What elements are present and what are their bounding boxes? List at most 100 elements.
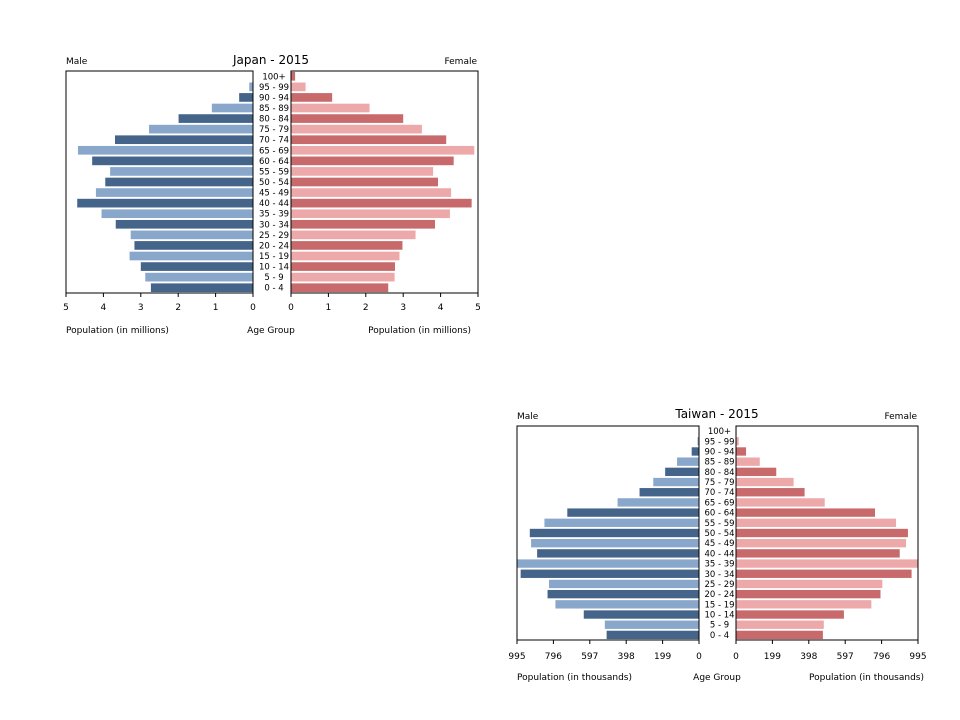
age-group-label: 90 - 94: [704, 447, 734, 457]
male-bar: [520, 569, 699, 578]
female-bar: [736, 457, 760, 466]
age-group-label: 100+: [262, 72, 285, 82]
female-bar: [291, 103, 370, 113]
age-group-label: 0 - 4: [710, 631, 729, 641]
male-bar: [149, 124, 253, 134]
female-bar: [291, 177, 438, 187]
female-bar: [291, 272, 395, 282]
x-tick-label: 398: [800, 652, 817, 662]
x-tick-label: 597: [581, 652, 598, 662]
female-bar: [736, 589, 881, 599]
x-tick-label: 0: [250, 303, 256, 313]
female-bar: [291, 71, 296, 81]
age-group-label: 60 - 64: [704, 509, 734, 519]
male-bar: [105, 177, 254, 187]
male-bar: [677, 457, 699, 466]
age-group-label: 20 - 24: [259, 241, 289, 251]
age-group-label: 95 - 99: [259, 83, 289, 93]
age-group-label: 55 - 59: [259, 167, 289, 177]
male-bar: [115, 219, 253, 229]
age-group-label: 15 - 19: [259, 252, 289, 262]
age-group-label: 35 - 39: [704, 560, 734, 570]
male-bar: [211, 103, 253, 113]
age-group-label: 85 - 89: [704, 458, 734, 468]
age-group-label: 10 - 14: [704, 611, 734, 621]
female-axes-frame: [735, 425, 919, 641]
x-tick-label: 0: [733, 652, 739, 662]
male-side-label: Male: [66, 57, 88, 67]
female-bar: [736, 620, 824, 629]
age-group-label: 70 - 74: [704, 488, 734, 498]
male-bar: [77, 145, 253, 155]
x-axis-label-right: Population (in millions): [368, 326, 471, 336]
age-group-label: 75 - 79: [259, 125, 289, 135]
age-group-label: 45 - 49: [259, 189, 289, 199]
female-bar: [736, 539, 907, 548]
age-group-label: 5 - 9: [710, 621, 729, 631]
x-axis-label-left: Population (in thousands): [517, 673, 632, 683]
male-bar: [555, 600, 699, 609]
age-group-label: 50 - 54: [704, 529, 734, 539]
female-bar: [736, 600, 872, 609]
female-bar: [291, 251, 400, 261]
x-tick-label: 995: [909, 652, 926, 662]
male-bar: [567, 508, 699, 517]
female-side-label: Female: [884, 412, 917, 422]
male-bar: [130, 230, 253, 240]
x-tick-label: 597: [837, 652, 854, 662]
female-bar: [291, 209, 450, 219]
x-tick-label: 199: [764, 652, 781, 662]
x-tick-label: 0: [696, 652, 702, 662]
female-bar: [291, 93, 333, 102]
age-group-label: 35 - 39: [259, 210, 289, 220]
female-axes-frame: [290, 70, 479, 294]
x-tick-label: 1: [326, 303, 332, 313]
female-bar: [291, 156, 454, 166]
male-bar: [129, 251, 253, 261]
x-axis-label-center: Age Group: [247, 326, 295, 336]
age-group-label: 40 - 44: [259, 199, 289, 209]
male-bar: [691, 447, 699, 456]
age-group-label: 100+: [708, 427, 731, 437]
female-bar: [736, 610, 844, 619]
male-bar: [639, 488, 699, 497]
female-bar: [736, 477, 794, 487]
male-bar: [529, 528, 699, 538]
chart-title: Japan - 2015: [232, 53, 309, 67]
male-axes-frame: [65, 70, 254, 294]
chart-title: Taiwan - 2015: [674, 407, 758, 421]
female-bar: [736, 447, 747, 456]
female-bar: [291, 124, 422, 134]
male-bar: [249, 82, 253, 92]
x-tick-label: 2: [363, 303, 369, 313]
female-side-label: Female: [444, 57, 477, 67]
age-group-label: 65 - 69: [704, 498, 734, 508]
male-bar: [101, 209, 253, 219]
age-group-label: 5 - 9: [264, 273, 283, 283]
female-bar: [291, 241, 403, 250]
age-group-label: 90 - 94: [259, 93, 289, 103]
male-bar: [549, 579, 699, 589]
male-bar: [583, 610, 699, 619]
x-tick-label: 995: [508, 652, 525, 662]
age-group-label: 75 - 79: [704, 478, 734, 488]
female-bar: [736, 528, 908, 538]
female-bar: [736, 508, 876, 517]
x-axis-label-right: Population (in thousands): [809, 673, 924, 683]
female-bar: [736, 630, 823, 640]
male-bar: [537, 549, 699, 558]
male-bar: [517, 559, 699, 568]
female-bar: [291, 135, 447, 145]
x-tick-label: 4: [438, 303, 444, 313]
male-bar: [665, 467, 699, 477]
x-tick-label: 1: [213, 303, 219, 313]
female-bar: [736, 579, 883, 589]
age-group-label: 40 - 44: [704, 549, 734, 559]
age-group-label: 65 - 69: [259, 146, 289, 156]
male-bar: [604, 620, 699, 629]
male-bar: [77, 198, 253, 208]
age-group-label: 30 - 34: [259, 220, 289, 230]
female-bar: [736, 437, 739, 446]
age-group-label: 80 - 84: [259, 115, 289, 125]
age-group-label: 20 - 24: [704, 590, 734, 600]
